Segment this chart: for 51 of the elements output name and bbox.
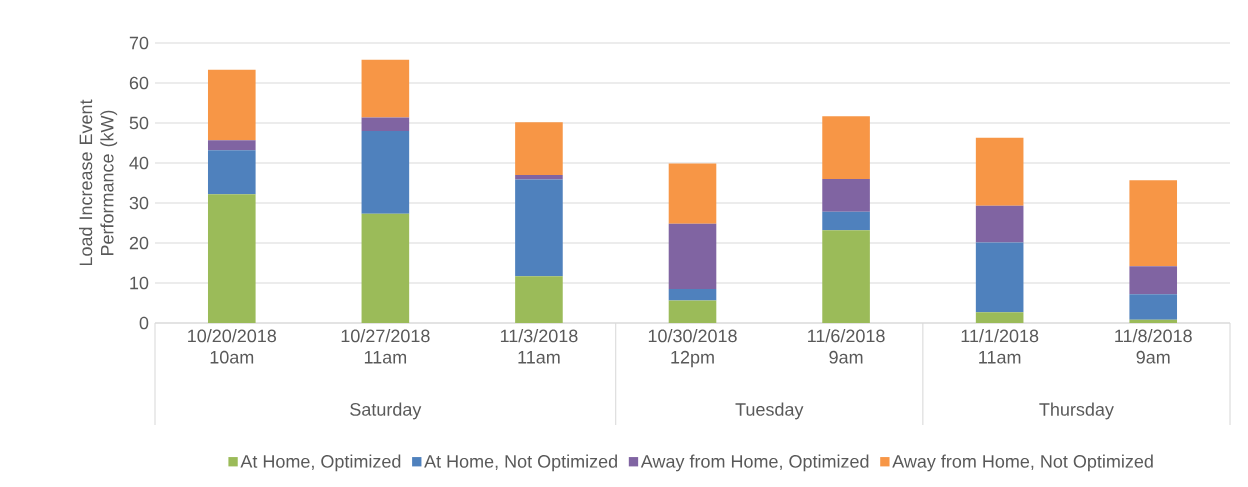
- bar: [207, 140, 256, 151]
- bar: [1129, 180, 1178, 267]
- legend-label: At Home, Optimized: [240, 454, 401, 472]
- bar: [975, 242, 1024, 313]
- x-tick-label: 11/3/2018 11am: [500, 329, 578, 364]
- y-tick-label: 70: [129, 36, 149, 50]
- bar: [822, 179, 870, 212]
- bar: [207, 69, 256, 141]
- bar: [822, 230, 870, 323]
- x-tick-label: 10/27/2018 11am: [341, 329, 430, 364]
- x-tick-label: 10/30/2018 12pm: [648, 329, 737, 368]
- x-tick-label: 11/6/2018 9am: [808, 329, 885, 364]
- legend-label: Away from Home, Optimized: [640, 454, 869, 472]
- bar: [668, 163, 717, 224]
- y-tick-label: 30: [129, 196, 149, 210]
- legend-label: At Home, Not Optimized: [424, 454, 617, 472]
- bar: [515, 122, 563, 175]
- x-tick-label: 11/8/2018 9am: [1115, 329, 1192, 364]
- y-tick-label: 0: [139, 316, 149, 330]
- text: Tuesday: [735, 402, 804, 420]
- text: Saturday: [350, 402, 422, 420]
- bar: [361, 59, 410, 118]
- bar: [668, 300, 717, 323]
- y-tick-label: 10: [130, 276, 149, 290]
- y-tick-label: 20: [129, 236, 149, 250]
- bar: [515, 175, 563, 180]
- bar: [822, 116, 870, 179]
- text: Thursday: [1039, 402, 1114, 420]
- y-axis-title: Load Increase Event Performance (kW): [79, 99, 118, 266]
- x-tick-label: 10/20/2018 10am: [188, 329, 277, 364]
- bar: [1129, 266, 1178, 295]
- bar: [975, 205, 1024, 243]
- bar: [822, 211, 870, 231]
- x-tick-label: 11/1/2018 11am: [961, 329, 1039, 364]
- bar: [515, 179, 563, 277]
- legend-label: Away from Home, Not Optimized: [892, 454, 1153, 472]
- y-tick-label: 50: [129, 116, 149, 130]
- bar: [975, 312, 1024, 323]
- bar: [975, 137, 1024, 206]
- bar: [668, 223, 717, 289]
- bar: [207, 194, 256, 323]
- bar: [668, 289, 717, 301]
- y-tick-label: 40: [129, 156, 149, 170]
- bar: [1129, 319, 1178, 323]
- bar: [207, 150, 256, 195]
- bar: [515, 276, 563, 323]
- bar: [1129, 294, 1178, 320]
- bar: [361, 213, 410, 323]
- bar: [361, 117, 410, 132]
- bar: [361, 131, 410, 214]
- y-tick-label: 60: [129, 76, 149, 90]
